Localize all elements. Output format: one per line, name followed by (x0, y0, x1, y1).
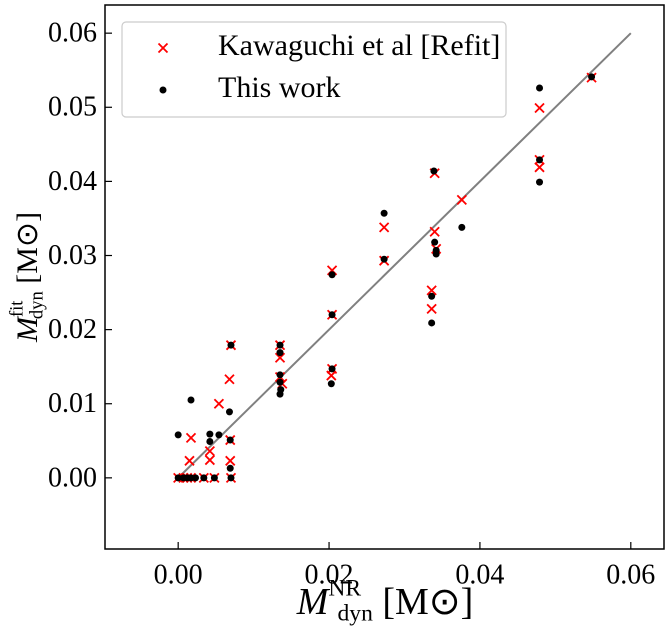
x-tick-label: 0.00 (154, 559, 203, 590)
dot-marker (276, 371, 284, 379)
dot-marker (276, 390, 284, 398)
dot-marker (458, 223, 466, 231)
y-tick-label: 0.05 (48, 92, 97, 123)
dot-marker (210, 474, 218, 482)
y-axis-label: Mfitdyn [M⊙] (7, 212, 48, 343)
dot-marker (430, 167, 438, 175)
x-marker (184, 455, 195, 466)
dot-marker (431, 238, 439, 246)
x-tick-label: 0.06 (606, 559, 655, 590)
x-marker (213, 398, 225, 409)
y-axis-label-sub: dyn (27, 291, 48, 320)
y-tick-label: 0.02 (48, 314, 97, 345)
x-marker (429, 226, 440, 237)
x-marker (274, 352, 286, 363)
y-axis-label-unit: [M⊙] (11, 212, 44, 284)
dot-marker (227, 341, 235, 349)
x-marker (534, 102, 545, 114)
dot-marker (432, 250, 440, 258)
dot-marker (380, 209, 388, 217)
dot-marker (380, 255, 388, 263)
dot-marker (536, 156, 544, 164)
x-tick-label: 0.04 (455, 559, 504, 590)
dot-marker (227, 474, 235, 482)
dot-marker (200, 474, 208, 482)
x-marker (204, 454, 215, 466)
x-axis-label-unit: [M⊙] (382, 581, 473, 623)
plot-frame (104, 4, 665, 550)
dot-marker (174, 431, 182, 439)
dot-marker (215, 431, 223, 439)
y-tick-label: 0.00 (48, 462, 97, 493)
x-tick-label: 0.02 (305, 559, 354, 590)
dot-marker (226, 464, 234, 472)
dot-marker (187, 396, 195, 404)
dot-marker (206, 430, 214, 438)
x-marker (426, 303, 437, 315)
dot-marker (327, 380, 335, 388)
x-marker (225, 455, 236, 466)
y-axis-label-symbol: M (11, 315, 44, 343)
legend-label: Kawaguchi et al [Refit] (218, 29, 500, 62)
x-axis-label-symbol: M (296, 581, 331, 623)
dot-marker (276, 341, 284, 349)
x-marker (204, 446, 215, 457)
legend-label: This work (218, 71, 341, 104)
x-marker (157, 42, 169, 54)
dot-marker (588, 73, 596, 81)
dot-marker (174, 474, 182, 482)
y-tick-label: 0.04 (48, 166, 97, 197)
x-axis-label-sub: dyn (338, 601, 374, 627)
dot-marker (428, 292, 436, 300)
dot-marker (225, 408, 233, 416)
dot-marker (206, 438, 214, 446)
dot-marker (226, 436, 234, 444)
y-tick-label: 0.01 (48, 388, 97, 419)
dot-marker (536, 84, 544, 92)
x-axis-label: MNR dyn [M⊙] (296, 576, 474, 627)
x-marker (378, 222, 390, 233)
reference-line (177, 32, 632, 479)
dot-marker (428, 319, 436, 327)
x-marker (534, 162, 545, 173)
y-axis-label-sup: fit (7, 300, 28, 317)
x-axis-label-sup: NR (328, 576, 361, 602)
dot-marker (159, 86, 167, 94)
dot-marker (536, 178, 544, 186)
dot-marker (328, 311, 336, 319)
x-marker (426, 285, 437, 296)
y-tick-label: 0.06 (48, 18, 97, 49)
y-tick-label: 0.03 (48, 240, 97, 271)
dot-marker (328, 365, 336, 373)
x-marker (224, 374, 235, 385)
x-marker (185, 432, 197, 443)
dot-marker (276, 349, 284, 357)
legend-box (121, 21, 507, 118)
dot-marker (192, 474, 200, 482)
dot-marker (276, 378, 284, 386)
x-marker (456, 194, 467, 206)
dot-marker (328, 271, 336, 279)
